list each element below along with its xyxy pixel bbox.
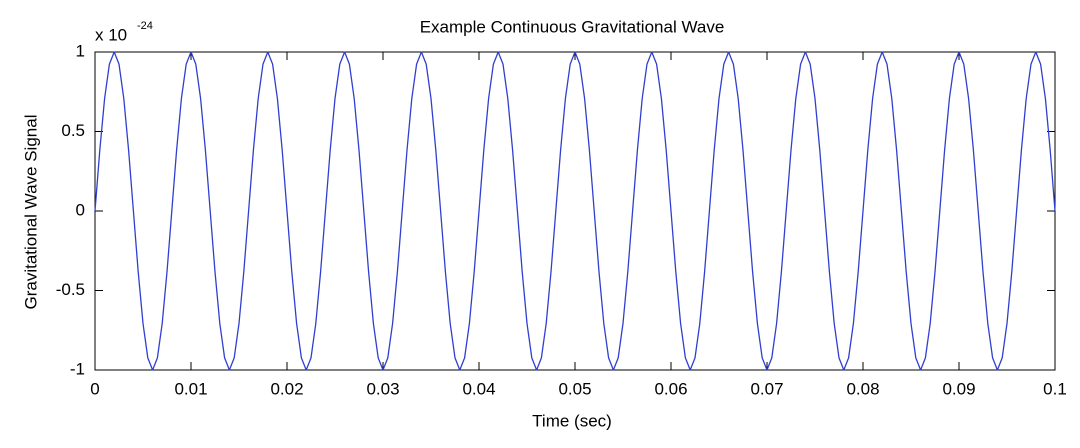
- chart-title: Example Continuous Gravitational Wave: [420, 17, 725, 36]
- y-tick-label: 1: [76, 41, 85, 60]
- y-tick-label: 0: [76, 200, 85, 219]
- x-tick-label: 0.07: [750, 379, 783, 398]
- x-tick-label: 0.03: [366, 379, 399, 398]
- y-tick-label: 0.5: [61, 121, 85, 140]
- axis-multiplier: x 10: [95, 25, 127, 44]
- x-tick-label: 0.02: [270, 379, 303, 398]
- signal-line: [94, 51, 1056, 371]
- x-tick-label: 0.05: [558, 379, 591, 398]
- y-axis-label: Gravitational Wave Signal: [21, 115, 40, 310]
- x-axis-label: Time (sec): [532, 411, 612, 430]
- x-tick-label: 0.09: [942, 379, 975, 398]
- x-tick-label: 0.04: [462, 379, 495, 398]
- y-tick-label: -1: [70, 359, 85, 378]
- x-tick-label: 0.06: [654, 379, 687, 398]
- x-tick-label: 0: [90, 379, 99, 398]
- x-tick-label: 0.08: [846, 379, 879, 398]
- x-tick-label: 0.01: [174, 379, 207, 398]
- axis-multiplier-exponent: -24: [137, 20, 153, 32]
- y-tick-label: -0.5: [56, 280, 85, 299]
- x-tick-label: 0.1: [1043, 379, 1067, 398]
